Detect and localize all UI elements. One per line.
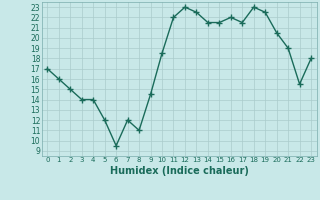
X-axis label: Humidex (Indice chaleur): Humidex (Indice chaleur) <box>110 166 249 176</box>
